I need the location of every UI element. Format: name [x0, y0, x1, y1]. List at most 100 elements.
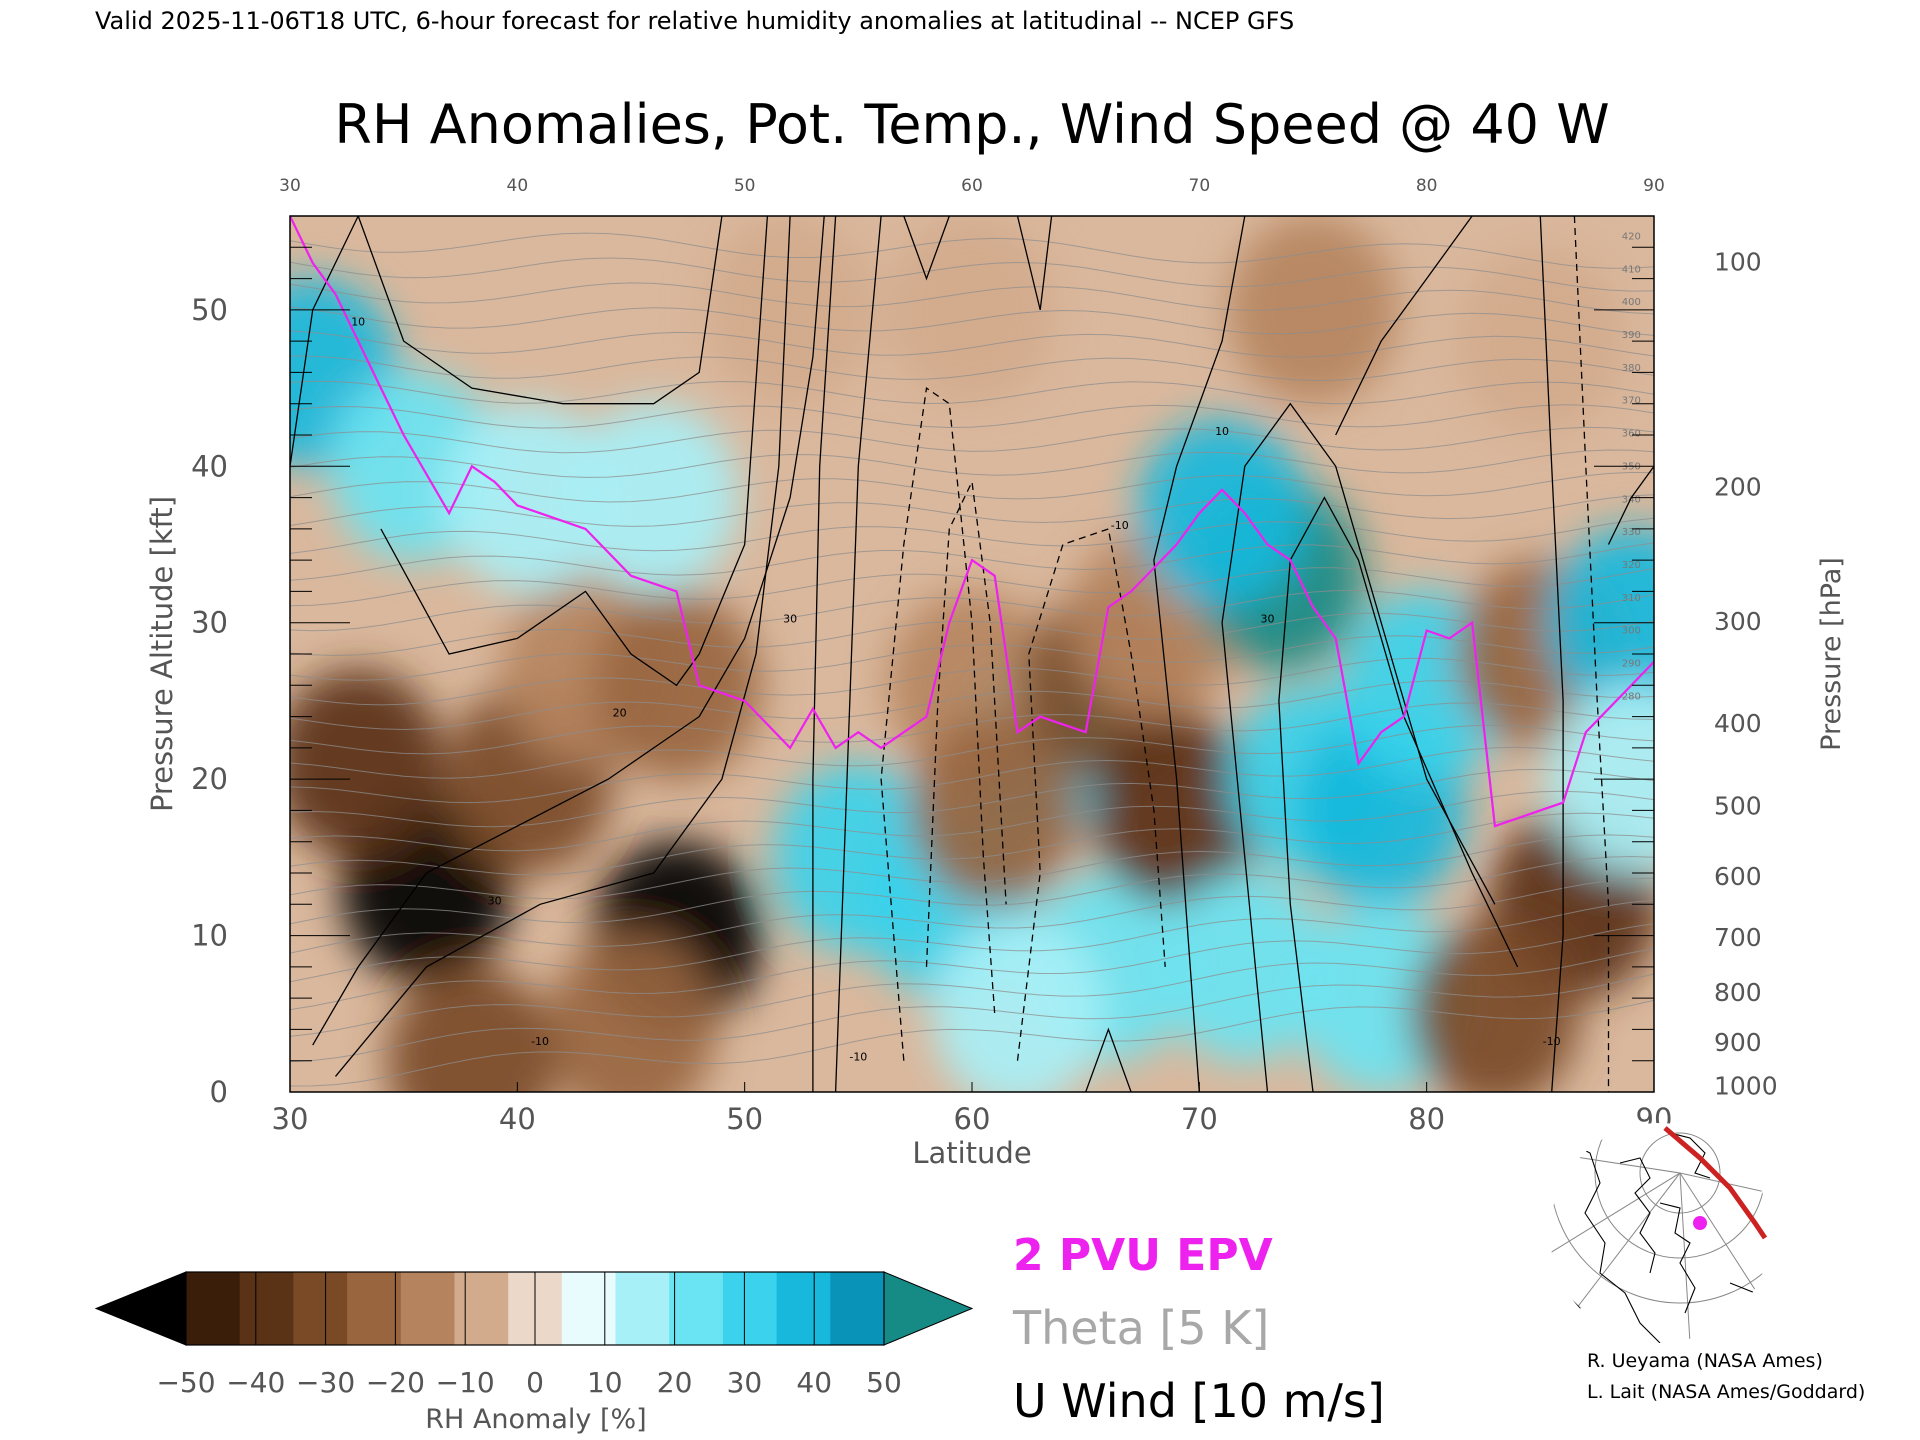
- theta-contour: [290, 257, 1654, 292]
- plot-area: 420 410 400 390 380 370 360 350 340 330 320 310 300 2…: [289, 215, 1655, 1093]
- theta-contour: [290, 899, 1654, 983]
- colorbar-over-triangle: [883, 1271, 974, 1346]
- theta-contour: [290, 471, 1654, 503]
- u-wind-contour-label: -10: [1111, 519, 1129, 532]
- header-text: Valid 2025-11-06T18 UTC, 6-hour forecast…: [95, 7, 1294, 35]
- colorbar-segment: [561, 1272, 617, 1345]
- rh-anomaly-region: [909, 715, 1080, 906]
- theta-contour-label: 410: [1622, 264, 1641, 275]
- colorbar-segment: [669, 1272, 724, 1345]
- colorbar-segment: [293, 1272, 348, 1345]
- x-tick-label: 30: [272, 1102, 309, 1136]
- theta-contour: [290, 973, 1654, 1063]
- colorbar-tick-label: −50: [156, 1366, 215, 1399]
- colorbar-under-triangle: [94, 1271, 187, 1346]
- u-wind-contour: [1153, 216, 1246, 1092]
- u-wind-contour-dashed: [1573, 216, 1610, 1092]
- u-wind-contour-label: -10: [531, 1035, 549, 1048]
- u-wind-contour: [903, 216, 950, 281]
- colorbar-tick-label: 10: [587, 1366, 623, 1399]
- theta-contour: [290, 494, 1654, 527]
- u-wind-contour: [1085, 1027, 1132, 1092]
- y-tick-label: 40: [191, 449, 228, 483]
- rh-anomaly-region: [1091, 715, 1262, 906]
- pressure-tick-label: 600: [1714, 862, 1762, 891]
- theta-contour-label: 320: [1622, 560, 1641, 571]
- u-wind-contour-label: -10: [849, 1051, 867, 1064]
- theta-contour-label: 400: [1622, 297, 1641, 308]
- u-wind-contour: [1278, 496, 1519, 1092]
- y-axis-label-right: Pressure [hPa]: [1816, 557, 1847, 751]
- rh-anomaly-region: [1137, 418, 1308, 609]
- pressure-tick-label: 800: [1714, 978, 1762, 1007]
- x-tick-label-top: 60: [961, 176, 983, 196]
- rh-anomaly-field: [290, 216, 1654, 1092]
- colorbar-segment: [454, 1272, 509, 1345]
- theta-contour-label: 380: [1622, 363, 1641, 374]
- u-wind-contour: [1607, 465, 1654, 545]
- theta-contour: [290, 404, 1654, 429]
- pressure-tick-label: 100: [1714, 247, 1762, 276]
- colorbar-tick-label: −30: [296, 1366, 355, 1399]
- x-tick-label-top: 90: [1643, 176, 1665, 196]
- theta-contour: [290, 834, 1654, 900]
- u-wind-contour: [812, 216, 837, 1092]
- theta-contour: [290, 542, 1654, 581]
- theta-contour: [290, 306, 1654, 336]
- theta-contour-label: 350: [1622, 461, 1641, 472]
- pressure-tick-label: 1000: [1714, 1072, 1778, 1101]
- rh-anomaly-region: [1228, 216, 1398, 405]
- y-tick-label: 0: [210, 1075, 228, 1109]
- colorbar-segment: [239, 1272, 294, 1345]
- theta-contour: [290, 680, 1654, 731]
- inset-map-marker: [1693, 1216, 1707, 1230]
- chart-title: RH Anomalies, Pot. Temp., Wind Speed @ 4…: [334, 93, 1609, 156]
- x-tick-label: 40: [499, 1102, 536, 1136]
- legend-u-wind: U Wind [10 m/s]: [1013, 1374, 1385, 1428]
- epv-2pvu-line: [290, 216, 1654, 828]
- theta-contour-label: 300: [1622, 626, 1641, 637]
- colorbar-tick-label: 50: [866, 1366, 902, 1399]
- inset-map: [1550, 1123, 1770, 1343]
- theta-contour-label: 340: [1622, 494, 1641, 505]
- y-tick-label: 10: [191, 919, 228, 953]
- theta-contour: [290, 449, 1654, 478]
- u-wind-contour-label: 10: [1215, 425, 1229, 438]
- pressure-tick-label: 500: [1714, 792, 1762, 821]
- rh-anomaly-regions: [290, 216, 1654, 1092]
- y-axis-left: 0 10 20 30 40 50: [191, 293, 228, 1109]
- colorbar-segment: [776, 1272, 831, 1345]
- theta-contour: [290, 877, 1654, 954]
- colorbar-tick-label: −20: [366, 1366, 425, 1399]
- rh-anomaly-region: [1455, 246, 1626, 437]
- pressure-tick-label: 400: [1714, 709, 1762, 738]
- colorbar-segment: [615, 1272, 670, 1345]
- theta-contour-label: 290: [1622, 659, 1641, 670]
- inset-map-bg: [1550, 1123, 1770, 1343]
- pressure-tick-label: 200: [1714, 473, 1762, 502]
- colorbar: −50 −40 −30 −20 −10 0 10 20 30 40 50: [94, 1271, 974, 1399]
- colorbar-segment: [186, 1272, 241, 1345]
- rh-anomaly-region: [887, 216, 1057, 405]
- theta-contour-label: 280: [1622, 691, 1641, 702]
- epv-2pvu-group: [290, 216, 1654, 828]
- x-tick-label: 70: [1181, 1102, 1218, 1136]
- colorbar-tick-label: 30: [727, 1366, 763, 1399]
- theta-contour: [290, 567, 1654, 607]
- theta-contour: [290, 724, 1654, 779]
- theta-contour-label: 360: [1622, 429, 1641, 440]
- theta-contour: [290, 330, 1654, 358]
- theta-contour: [290, 948, 1654, 1037]
- y-axis-right: 100 200 300 400 500 600 700 800 900 1000: [1714, 247, 1778, 1100]
- theta-contour: [290, 612, 1654, 657]
- theta-contour-label: 330: [1622, 527, 1641, 538]
- u-wind-contour: [1539, 216, 1564, 1092]
- x-tick-label-top: 50: [734, 176, 756, 196]
- colorbar-segment: [722, 1272, 778, 1345]
- rh-anomaly-region: [1409, 918, 1580, 1092]
- colorbar-segment: [400, 1272, 456, 1345]
- u-wind-contour: [334, 216, 791, 1077]
- theta-contours: 420 410 400 390 380 370 360 350 340 330 320 310 300 2…: [290, 231, 1654, 1087]
- u-wind-contours: 10 20 30 30 -10 30 -10 -10 10 -10: [290, 216, 1654, 1092]
- colorbar-tick-label: 0: [526, 1366, 544, 1399]
